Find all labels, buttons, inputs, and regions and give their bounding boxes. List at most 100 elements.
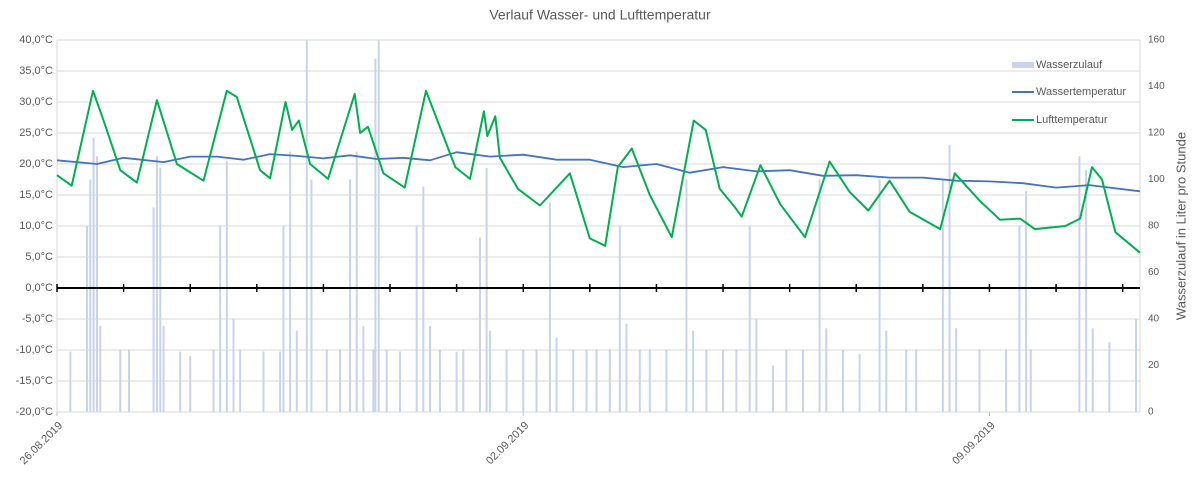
y-tick-label: 20,0°C [19,158,53,170]
bar [885,330,888,412]
bar [572,349,575,412]
bar [785,349,788,412]
y2-tick-label: 20 [1148,360,1160,371]
bar [772,365,775,412]
bar [735,349,738,412]
bar [535,349,538,412]
line-series [56,151,1141,193]
bar [1078,156,1081,412]
bar [239,349,242,412]
bar [1029,349,1032,412]
bar [179,351,182,412]
y-tick-label: 0,0°C [25,282,53,294]
bar [289,151,292,412]
bar [905,349,908,412]
bar [705,349,708,412]
legend-label: Wasserzulauf [1036,59,1103,71]
y2-tick-label: 80 [1148,221,1160,232]
legend-label: Wassertemperatur [1036,86,1126,98]
bar [152,207,155,412]
bar [1108,342,1111,412]
y-tick-label: 10,0°C [19,220,53,232]
y-tick-label: 40,0°C [19,34,53,46]
bar [595,349,598,412]
bar [377,40,380,412]
bar [95,156,98,412]
y2-tick-label: 100 [1148,174,1165,185]
bar [462,349,465,412]
bar [505,349,508,412]
bar [399,351,402,412]
y-tick-label: 35,0°C [19,65,53,77]
bar [692,330,695,412]
bar [127,349,130,412]
y2-tick-label: 140 [1148,81,1165,92]
bar [85,226,88,412]
bar [1005,349,1008,412]
y-tick-label: 5,0°C [25,251,53,263]
bar [92,137,95,412]
bar [372,349,375,412]
bar [212,349,215,412]
y-tick-label: -10,0°C [16,344,53,356]
bar [362,325,365,412]
bar [1085,170,1088,412]
bar [485,167,488,412]
bar [648,349,651,412]
bar [428,325,431,412]
bar [282,226,285,412]
bar [155,156,158,412]
bar [349,179,352,412]
bar [722,349,725,412]
bar [488,330,491,412]
bar [438,349,441,412]
bar [625,323,628,412]
y-tick-label: -15,0°C [16,375,53,387]
bar [825,328,828,412]
bar [415,226,418,412]
bar [478,237,481,412]
bar [339,349,342,412]
bar [1091,328,1094,412]
bar [162,325,165,412]
y-tick-label: 30,0°C [19,96,53,108]
y-tick-label: 25,0°C [19,127,53,139]
bar [878,179,881,412]
bar [685,179,688,412]
legend-swatch [1012,62,1034,68]
bar [638,349,641,412]
y-tick-label: -5,0°C [22,313,53,325]
y2-tick-label: 40 [1148,314,1160,325]
bar [818,179,821,412]
bar [119,349,122,412]
bar [325,349,328,412]
bar [219,226,222,412]
bar [99,325,102,412]
bar [189,356,192,412]
bar [801,349,804,412]
bar [159,167,162,412]
bar [755,319,758,412]
bar [232,319,235,412]
y-tick-label: -20,0°C [16,406,53,418]
bar [955,328,958,412]
bar [374,58,377,412]
bar [422,186,425,412]
bar [305,40,308,412]
bar [89,179,92,412]
y2-tick-label: 0 [1148,407,1154,418]
y2-tick-label: 60 [1148,267,1160,278]
line-series [56,89,1141,254]
bar [548,202,551,412]
bar [555,337,558,412]
bar [1025,191,1028,412]
bar [225,160,228,412]
chart-title: Verlauf Wasser- und Lufttemperatur [489,7,711,23]
bar [455,351,458,412]
y2-axis-label: Wasserzulauf in Liter pro Stunde [1173,132,1188,320]
bar [941,179,944,412]
bar [310,179,313,412]
bar [841,349,844,412]
